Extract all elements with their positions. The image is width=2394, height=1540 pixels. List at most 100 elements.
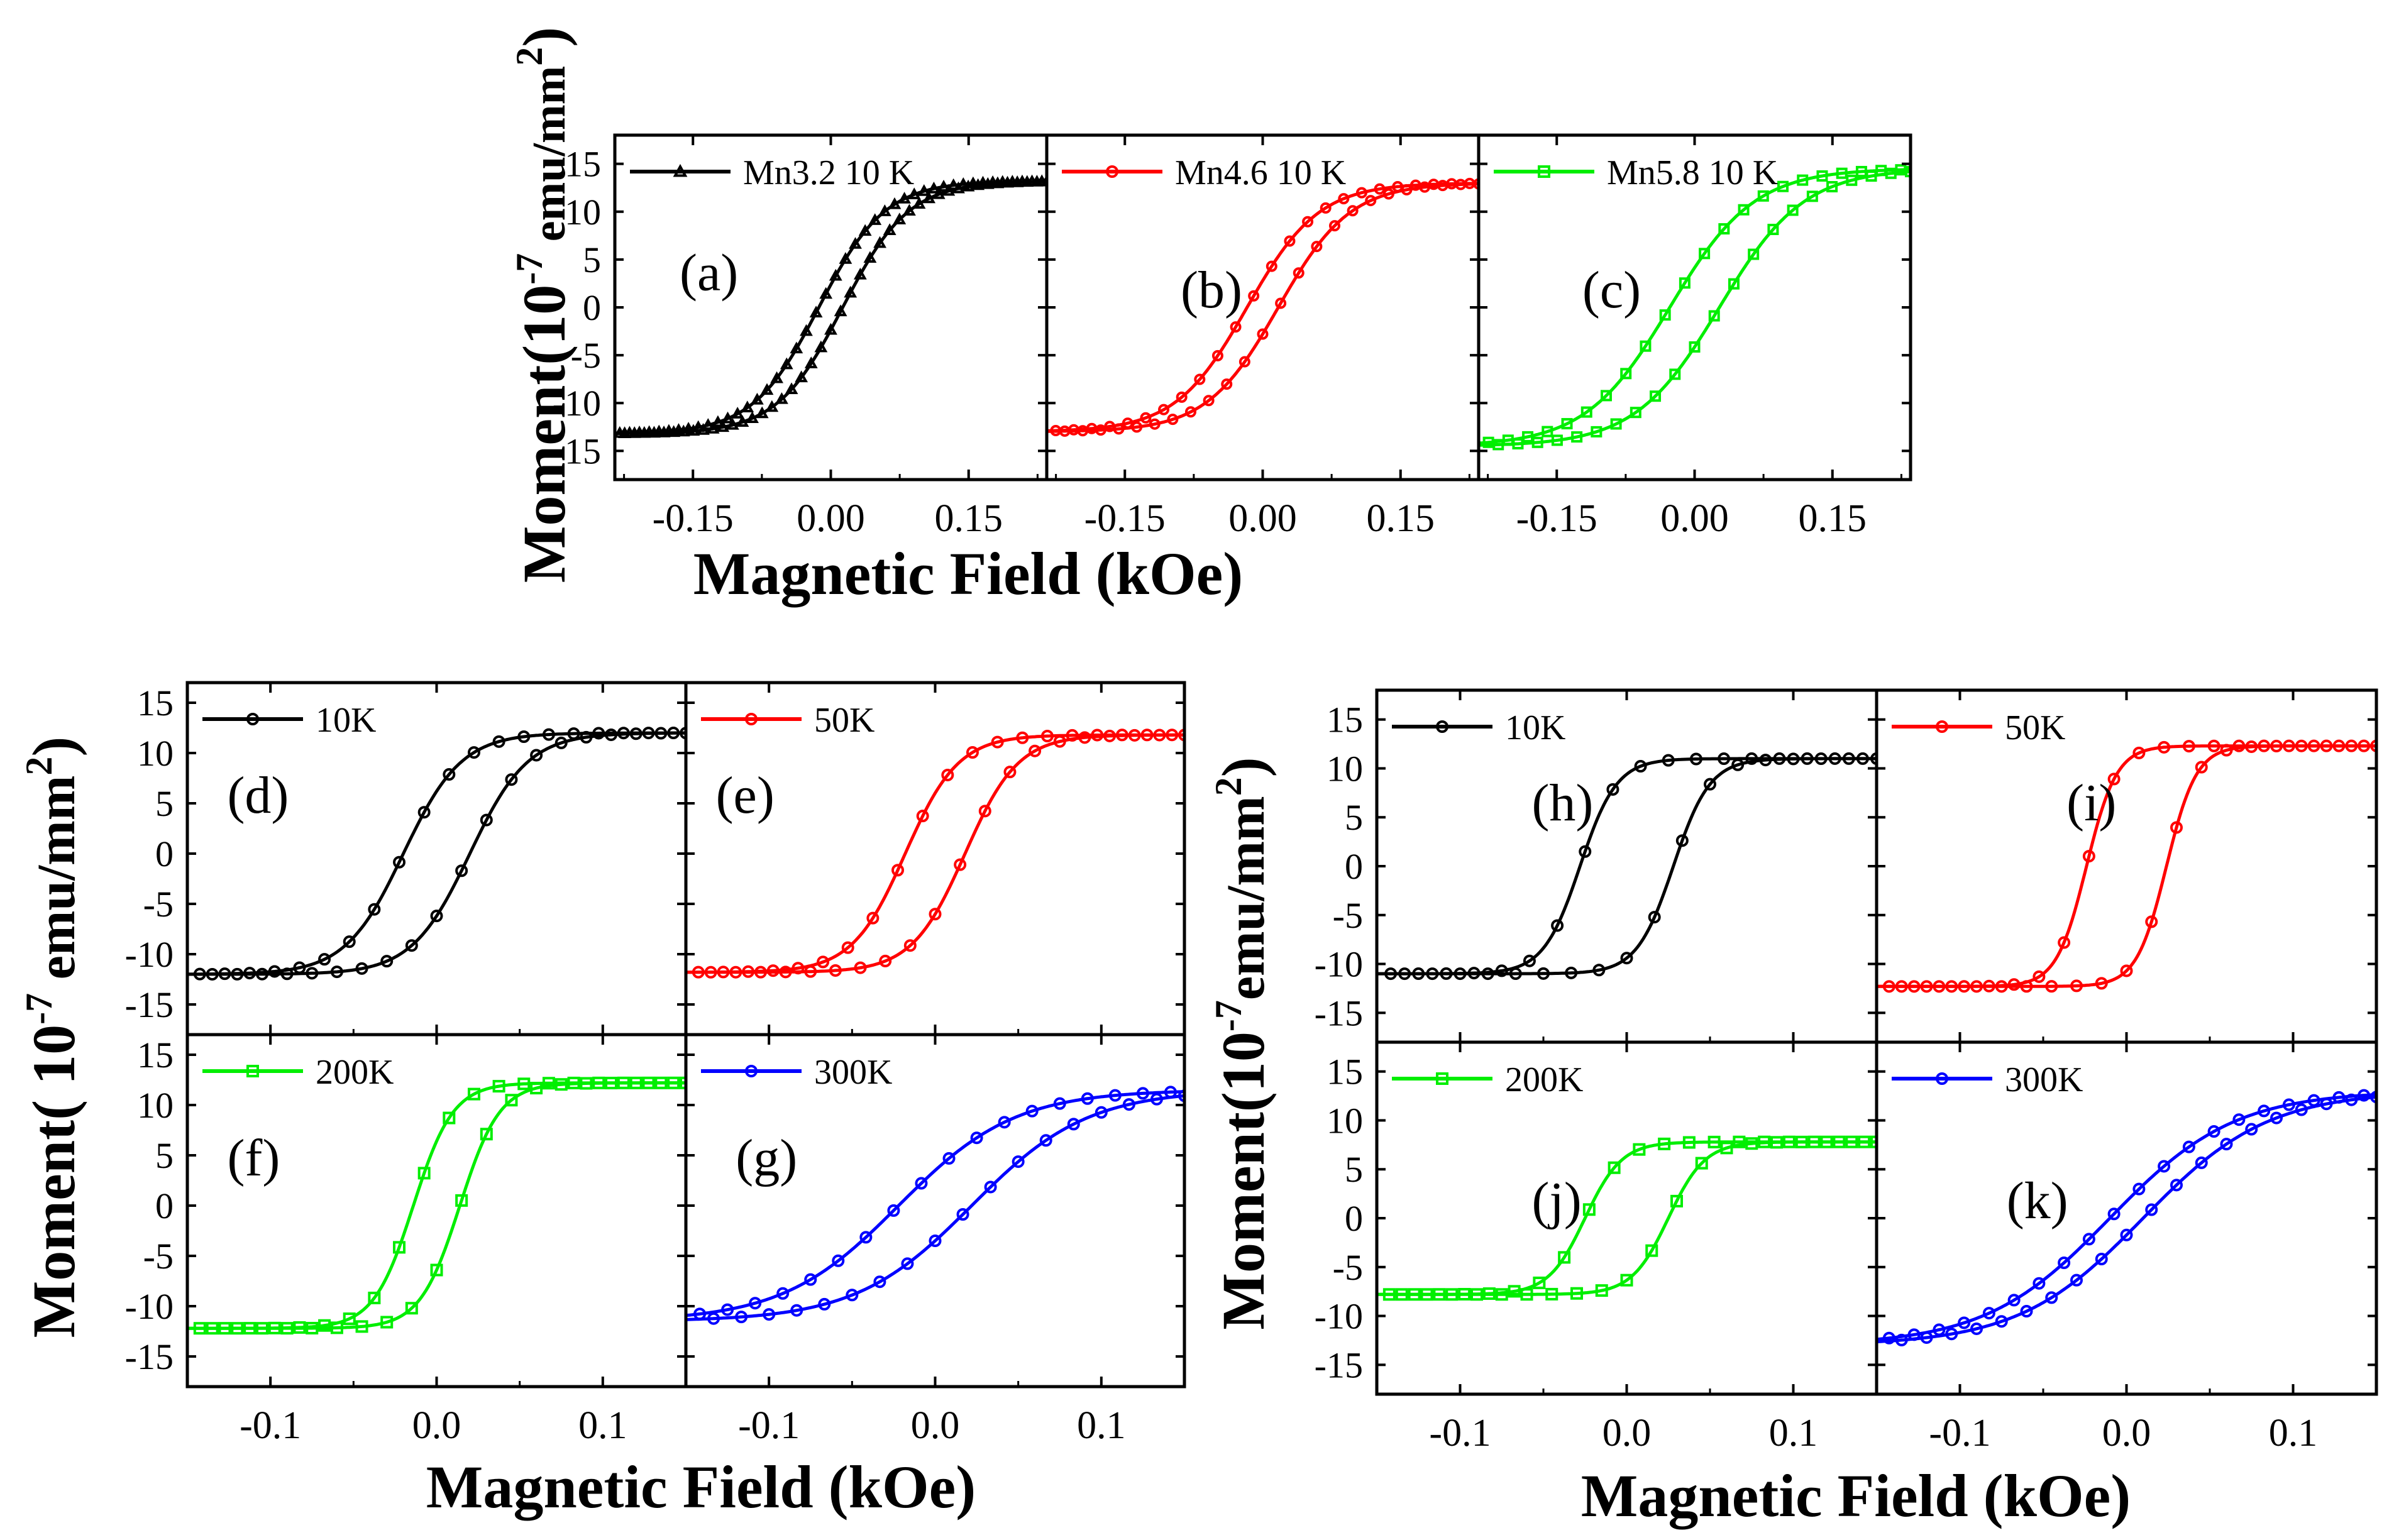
x-tick-label: 0.15 (1367, 497, 1435, 540)
series-ascending-line (1877, 744, 2376, 988)
data-point (1782, 1135, 1796, 1148)
x-tick-label: -0.1 (1929, 1412, 1990, 1455)
y-tick-label: -15 (1315, 993, 1363, 1033)
data-point (1659, 309, 1671, 321)
data-point (1662, 754, 1675, 767)
data-point (1842, 752, 1855, 765)
data-point (2232, 739, 2246, 752)
data-point (1773, 752, 1786, 765)
panel-a: -0.15 0.00 0.15 15 10 5 0 -5 -10 -15 Mn3.2 10 K (a) (553, 133, 1049, 540)
data-point (1633, 1143, 1646, 1156)
series-descending-line (1479, 168, 1911, 445)
data-point (1606, 783, 1619, 796)
panel-i: 50K(i) (1875, 688, 2378, 1044)
legend-marker (1538, 165, 1550, 178)
x-tick-label: 0.1 (1077, 1404, 1126, 1447)
data-point (1806, 190, 1818, 202)
series-ascending-line (686, 1094, 1184, 1321)
data-point (932, 187, 946, 199)
data-point (1320, 202, 1332, 214)
data-point (530, 749, 543, 762)
data-point (1945, 1328, 1958, 1341)
plot-frame (684, 1033, 1186, 1389)
data-point (929, 1234, 942, 1247)
series-ascending-line (1877, 1095, 2376, 1344)
data-point (306, 967, 319, 980)
data-point (1194, 373, 1206, 385)
data-point (912, 197, 926, 209)
data-point (1551, 434, 1563, 446)
data-point (2020, 980, 2033, 993)
data-point (480, 1128, 493, 1141)
legend-label: 300K (2005, 1060, 2083, 1099)
data-point (293, 1321, 306, 1334)
data-point (1481, 967, 1494, 981)
legend: 300K (701, 1053, 892, 1092)
y-tick-label: 15 (137, 683, 174, 723)
data-point (1095, 424, 1106, 436)
data-point (443, 1111, 456, 1125)
data-point (763, 1308, 776, 1321)
data-point (1053, 1097, 1066, 1110)
legend-marker (246, 713, 259, 725)
panel-label: (c) (1582, 261, 1641, 319)
data-point (1689, 752, 1702, 766)
panel-label: (b) (1181, 261, 1242, 319)
data-point (1302, 216, 1314, 228)
data-point (1558, 1251, 1571, 1264)
svg-text:Moment(10-7emu/mm2): Moment(10-7emu/mm2) (1208, 757, 1277, 1329)
data-point (255, 1322, 268, 1335)
data-point (2245, 740, 2258, 753)
data-point (883, 223, 896, 235)
panel-label: (a) (680, 244, 738, 302)
data-point (891, 864, 905, 877)
data-point (1029, 744, 1042, 757)
x-tick-label: -0.15 (1084, 497, 1166, 540)
data-point (978, 805, 991, 818)
data-point (1836, 167, 1848, 179)
data-point (929, 908, 942, 921)
data-point (318, 1319, 331, 1332)
data-point (1103, 729, 1117, 742)
data-point (1520, 1288, 1533, 1301)
data-point (1108, 1089, 1122, 1102)
x-tick-label: 0.0 (1602, 1412, 1652, 1455)
data-point (1933, 1323, 1946, 1336)
top-xlabel: Magnetic Field (kOe) (693, 540, 1243, 607)
data-point (1398, 967, 1411, 981)
data-point (1153, 729, 1166, 742)
data-point (1136, 1087, 1149, 1100)
panel-d: 15 10 5 0 -5 -10 -15 10K (d) (125, 681, 688, 1037)
data-point (2170, 1179, 2183, 1192)
curve-group-e (686, 729, 1184, 979)
data-point (1176, 391, 1188, 403)
data-point (467, 746, 480, 759)
data-point (741, 400, 754, 413)
data-point (580, 730, 593, 744)
data-point (1150, 1092, 1163, 1106)
legend-marker (1436, 720, 1448, 733)
data-point (1140, 729, 1154, 742)
legend-marker (745, 713, 758, 725)
data-point (2045, 1291, 2058, 1304)
data-point (1039, 1134, 1052, 1147)
data-point (1757, 190, 1769, 202)
data-point (1211, 349, 1223, 361)
data-point (1640, 340, 1652, 352)
series-descending-line (1877, 1092, 2376, 1341)
data-point (839, 252, 852, 264)
data-point (1595, 1284, 1608, 1297)
data-point (218, 967, 231, 981)
y-tick-label: 5 (583, 239, 601, 280)
data-point (854, 961, 867, 974)
data-point (680, 727, 686, 740)
y-tick-label: -10 (1315, 1296, 1363, 1337)
data-point (1311, 241, 1323, 253)
data-point (721, 1303, 734, 1316)
data-point (1495, 1288, 1508, 1301)
data-point (554, 1078, 568, 1091)
data-point (1374, 183, 1386, 195)
data-point (873, 236, 886, 248)
y-tick-label: 10 (1327, 1100, 1363, 1141)
curve-group-f (187, 1076, 686, 1335)
